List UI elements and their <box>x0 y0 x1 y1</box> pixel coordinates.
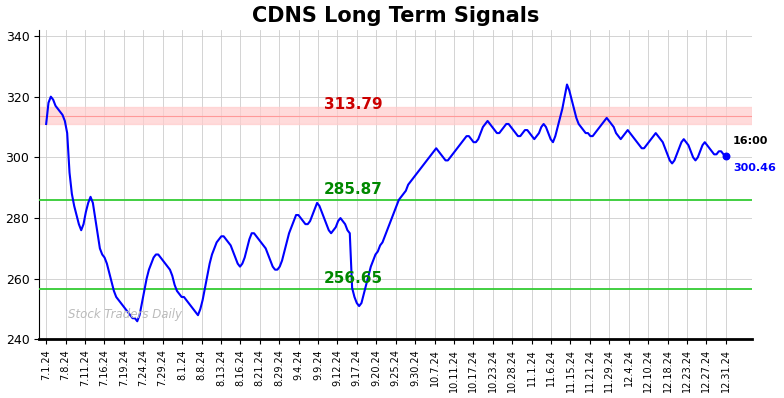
Text: 285.87: 285.87 <box>324 182 383 197</box>
Text: 256.65: 256.65 <box>324 271 383 286</box>
Bar <box>39 107 752 124</box>
Text: 16:00: 16:00 <box>733 136 768 146</box>
Point <box>720 153 732 159</box>
Text: 300.46: 300.46 <box>733 163 775 173</box>
Text: 313.79: 313.79 <box>324 98 383 113</box>
Text: Stock Traders Daily: Stock Traders Daily <box>67 308 182 321</box>
Title: CDNS Long Term Signals: CDNS Long Term Signals <box>252 6 539 25</box>
